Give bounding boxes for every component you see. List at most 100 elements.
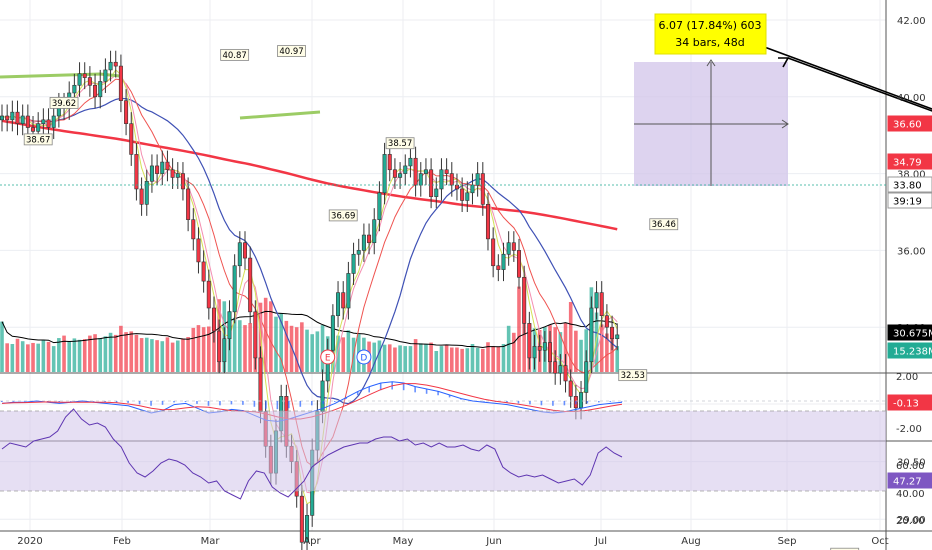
candle-body [532, 346, 537, 359]
macd-histogram-bar [173, 401, 175, 403]
volume-bar [20, 341, 25, 372]
volume-bar [315, 331, 320, 372]
candle-body [211, 307, 216, 332]
candle-body [584, 361, 589, 393]
macd-histogram-bar [345, 397, 348, 399]
volume-bar [398, 345, 402, 372]
candle-body [149, 165, 154, 182]
volume-bar [41, 340, 46, 372]
volume-bar [346, 330, 351, 372]
candle-body [139, 188, 144, 205]
macd-histogram-bar [322, 401, 325, 404]
volume-bar [372, 342, 377, 372]
candle-body [98, 81, 103, 98]
candle-body [113, 61, 118, 67]
volume-bar [289, 325, 294, 372]
rsi-badge: 47.27 [893, 477, 922, 488]
macd-histogram-bar [207, 401, 210, 406]
event-marker[interactable] [356, 349, 372, 365]
annotation-label: 39.62 [52, 99, 76, 109]
candle-body [242, 242, 247, 259]
volume-bar [119, 325, 123, 372]
candle-body [491, 238, 496, 267]
price-tick-label: 40.00 [897, 93, 926, 104]
macd-histogram-bar [356, 391, 359, 396]
macd-histogram-bar [276, 401, 279, 410]
time-tick-label: May [393, 536, 414, 547]
volume-bar [486, 342, 490, 372]
ma-fast-badge: 34.79 [893, 158, 922, 169]
volume-bar [599, 324, 604, 372]
candle-body [0, 115, 5, 121]
macd-histogram-bar [104, 401, 106, 402]
volume-bar [93, 334, 97, 372]
candle-body [615, 334, 620, 340]
macd-histogram-bar [529, 401, 531, 405]
candle-body [248, 257, 253, 313]
candle-body [155, 165, 160, 174]
volume-bar [129, 331, 134, 372]
candle-body [465, 192, 470, 201]
volume-bar [305, 329, 309, 372]
volume-bar [594, 312, 599, 372]
candle-body [165, 161, 170, 171]
candle-body [522, 276, 527, 324]
macd-histogram-bar [586, 401, 589, 404]
candle-body [25, 115, 30, 128]
volume-bar [191, 327, 196, 372]
candle-body [93, 84, 98, 98]
volume-bar [72, 338, 77, 372]
projection-v-arrowhead [706, 59, 716, 67]
annotation-label: 36.46 [652, 220, 676, 230]
volume-bar [408, 346, 413, 372]
candle-body [506, 242, 511, 255]
volume-bar [455, 347, 459, 372]
volume-bar [403, 346, 408, 372]
annotation-tag [23, 133, 53, 146]
candle-body [51, 115, 56, 128]
macd-histogram-bar [621, 401, 623, 402]
ma-green-band [0, 72, 121, 79]
volume-bar [274, 316, 278, 372]
macd-histogram-bar [12, 401, 15, 402]
volume-bar [605, 333, 609, 372]
macd-histogram-bar [127, 401, 129, 403]
macd-histogram-bar [414, 386, 416, 393]
rsi-line [1, 408, 623, 500]
annotation-label: 40.87 [222, 51, 246, 61]
candle-body [10, 111, 15, 121]
annotation-label: 36.69 [331, 211, 355, 221]
macd-histogram-bar [253, 401, 256, 407]
time-tick-label: Jun [485, 536, 502, 547]
volume-bar [196, 325, 201, 372]
candle-body [144, 180, 149, 205]
candle-body [454, 184, 459, 190]
candle-body [563, 365, 568, 382]
macd-histogram-bar [379, 383, 382, 391]
volume-bar [88, 335, 92, 372]
volume-bar [108, 332, 113, 372]
event-marker[interactable] [320, 349, 336, 365]
macd-histogram-bar [46, 401, 49, 402]
volume-bar [150, 339, 154, 372]
candle-body [191, 219, 196, 240]
volume-bar [444, 345, 449, 372]
last-price-badge-bg [887, 176, 932, 193]
countdown-badge: 39:19 [893, 197, 922, 208]
projection-line-lower [787, 57, 932, 112]
candle-body [501, 253, 506, 270]
candle-body [206, 280, 211, 309]
price-annotations: 39.62 38.67 40.87 40.97 38.57 36.69 36.46 32.53… [23, 45, 860, 550]
candle-body [232, 265, 237, 313]
event-markers[interactable]: EDEDE [320, 349, 932, 365]
volume-bar [418, 343, 423, 372]
annotation-tag [618, 369, 648, 382]
candle-body [516, 250, 521, 278]
candle-body [31, 127, 36, 132]
projection-label[interactable]: 6.07 (17.84%) 603 34 bars, 48d [654, 13, 767, 55]
volume-bar [512, 332, 516, 372]
candle-body [330, 315, 335, 351]
volume-bar [294, 327, 299, 372]
candle-body [439, 169, 444, 190]
